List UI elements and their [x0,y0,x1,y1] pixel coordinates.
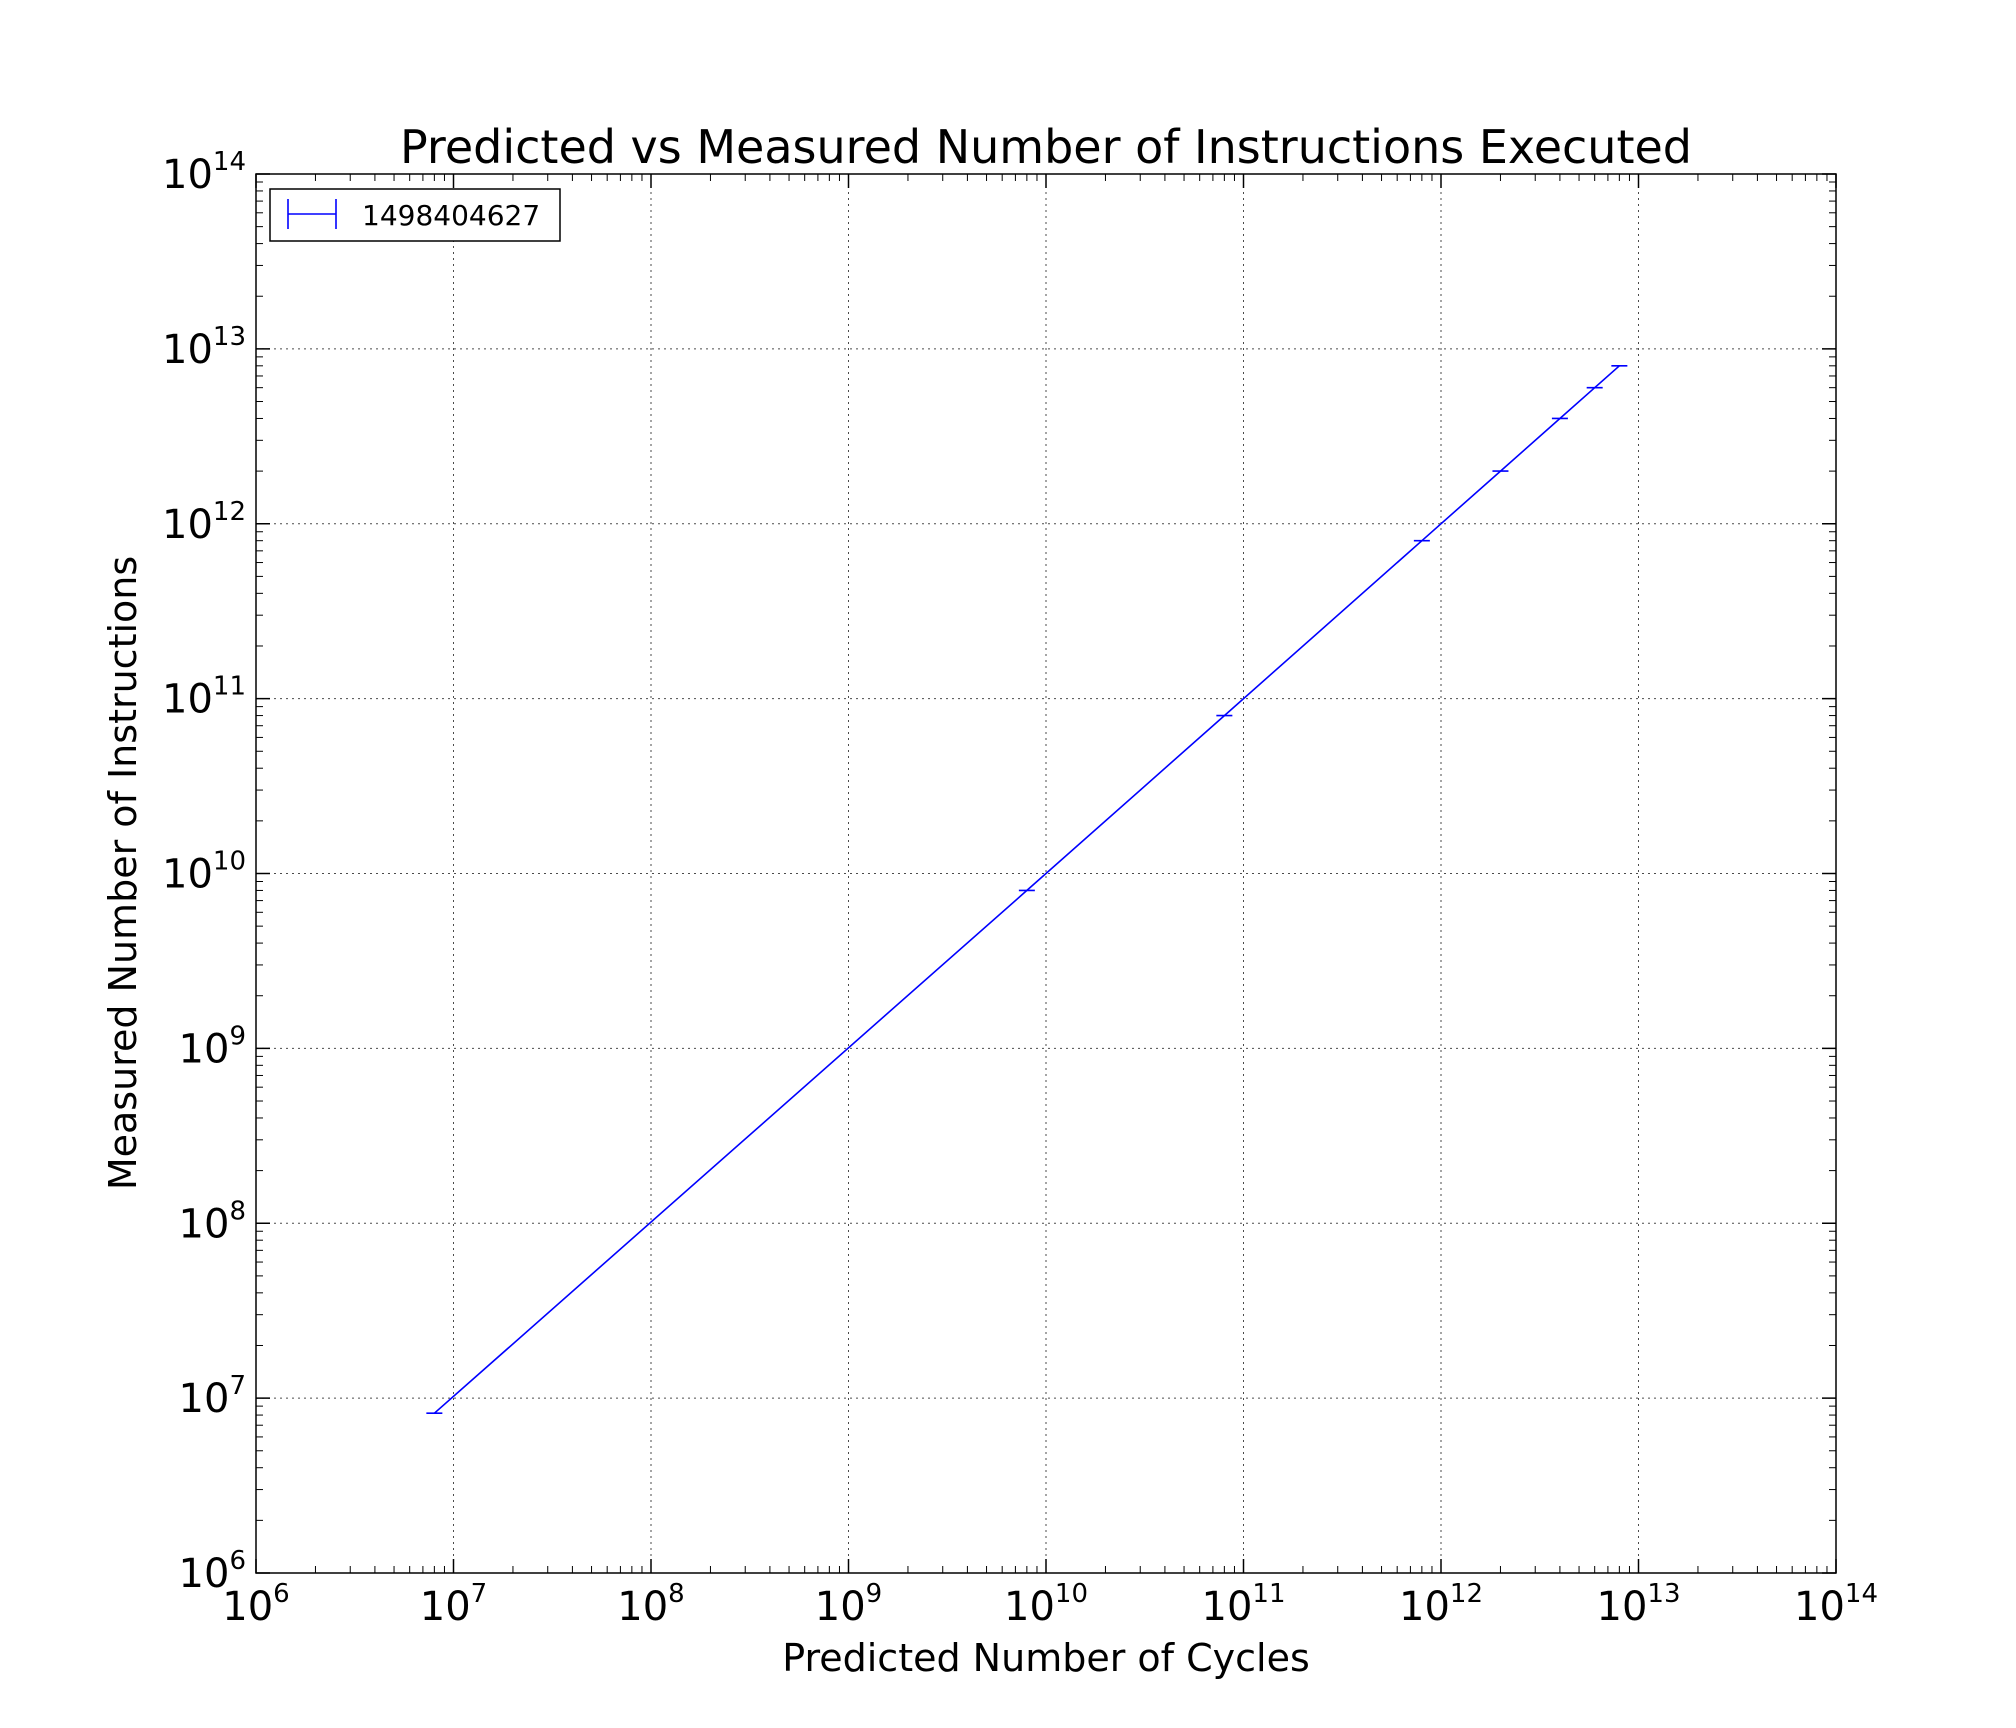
legend-box [269,188,561,242]
x-tick-label: 107 [420,1579,487,1630]
x-tick-label: 1014 [1794,1579,1878,1630]
y-tick-label: 107 [179,1371,246,1422]
x-tick-label: 108 [617,1579,684,1630]
y-tick-label: 108 [179,1196,246,1247]
x-tick-label: 1013 [1597,1579,1681,1630]
legend-label: 1498404627 [362,199,540,232]
series-layer [426,365,1628,1414]
chart-title: Predicted vs Measured Number of Instruct… [400,120,1692,174]
tick-labels: 106 107 108 109 1010 1011 1012 1013 1014 106 107 10… [162,147,1878,1630]
x-axis-label: Predicted Number of Cycles [782,1636,1310,1680]
y-tick-label: 109 [179,1021,246,1072]
x-tick-label: 1011 [1202,1579,1286,1630]
y-tick-label: 1012 [162,497,246,548]
legend-errorbar-marker [287,199,337,229]
series-line [433,365,1620,1414]
x-tick-label: 109 [815,1579,882,1630]
y-axis-label: Measured Number of Instructions [101,556,145,1190]
y-tick-label: 106 [179,1546,246,1597]
x-tick-label: 1012 [1399,1579,1483,1630]
grid [256,174,1836,1573]
minor-ticks [256,174,1836,1573]
legend: 1498404627 [269,188,561,242]
y-tick-label: 1010 [162,847,246,898]
y-tick-label: 1013 [162,322,246,373]
y-tick-label: 1014 [162,147,246,198]
major-ticks [255,173,1837,1574]
x-tick-label: 106 [222,1579,289,1630]
x-tick-label: 1010 [1004,1579,1088,1630]
y-tick-label: 1011 [162,672,246,723]
